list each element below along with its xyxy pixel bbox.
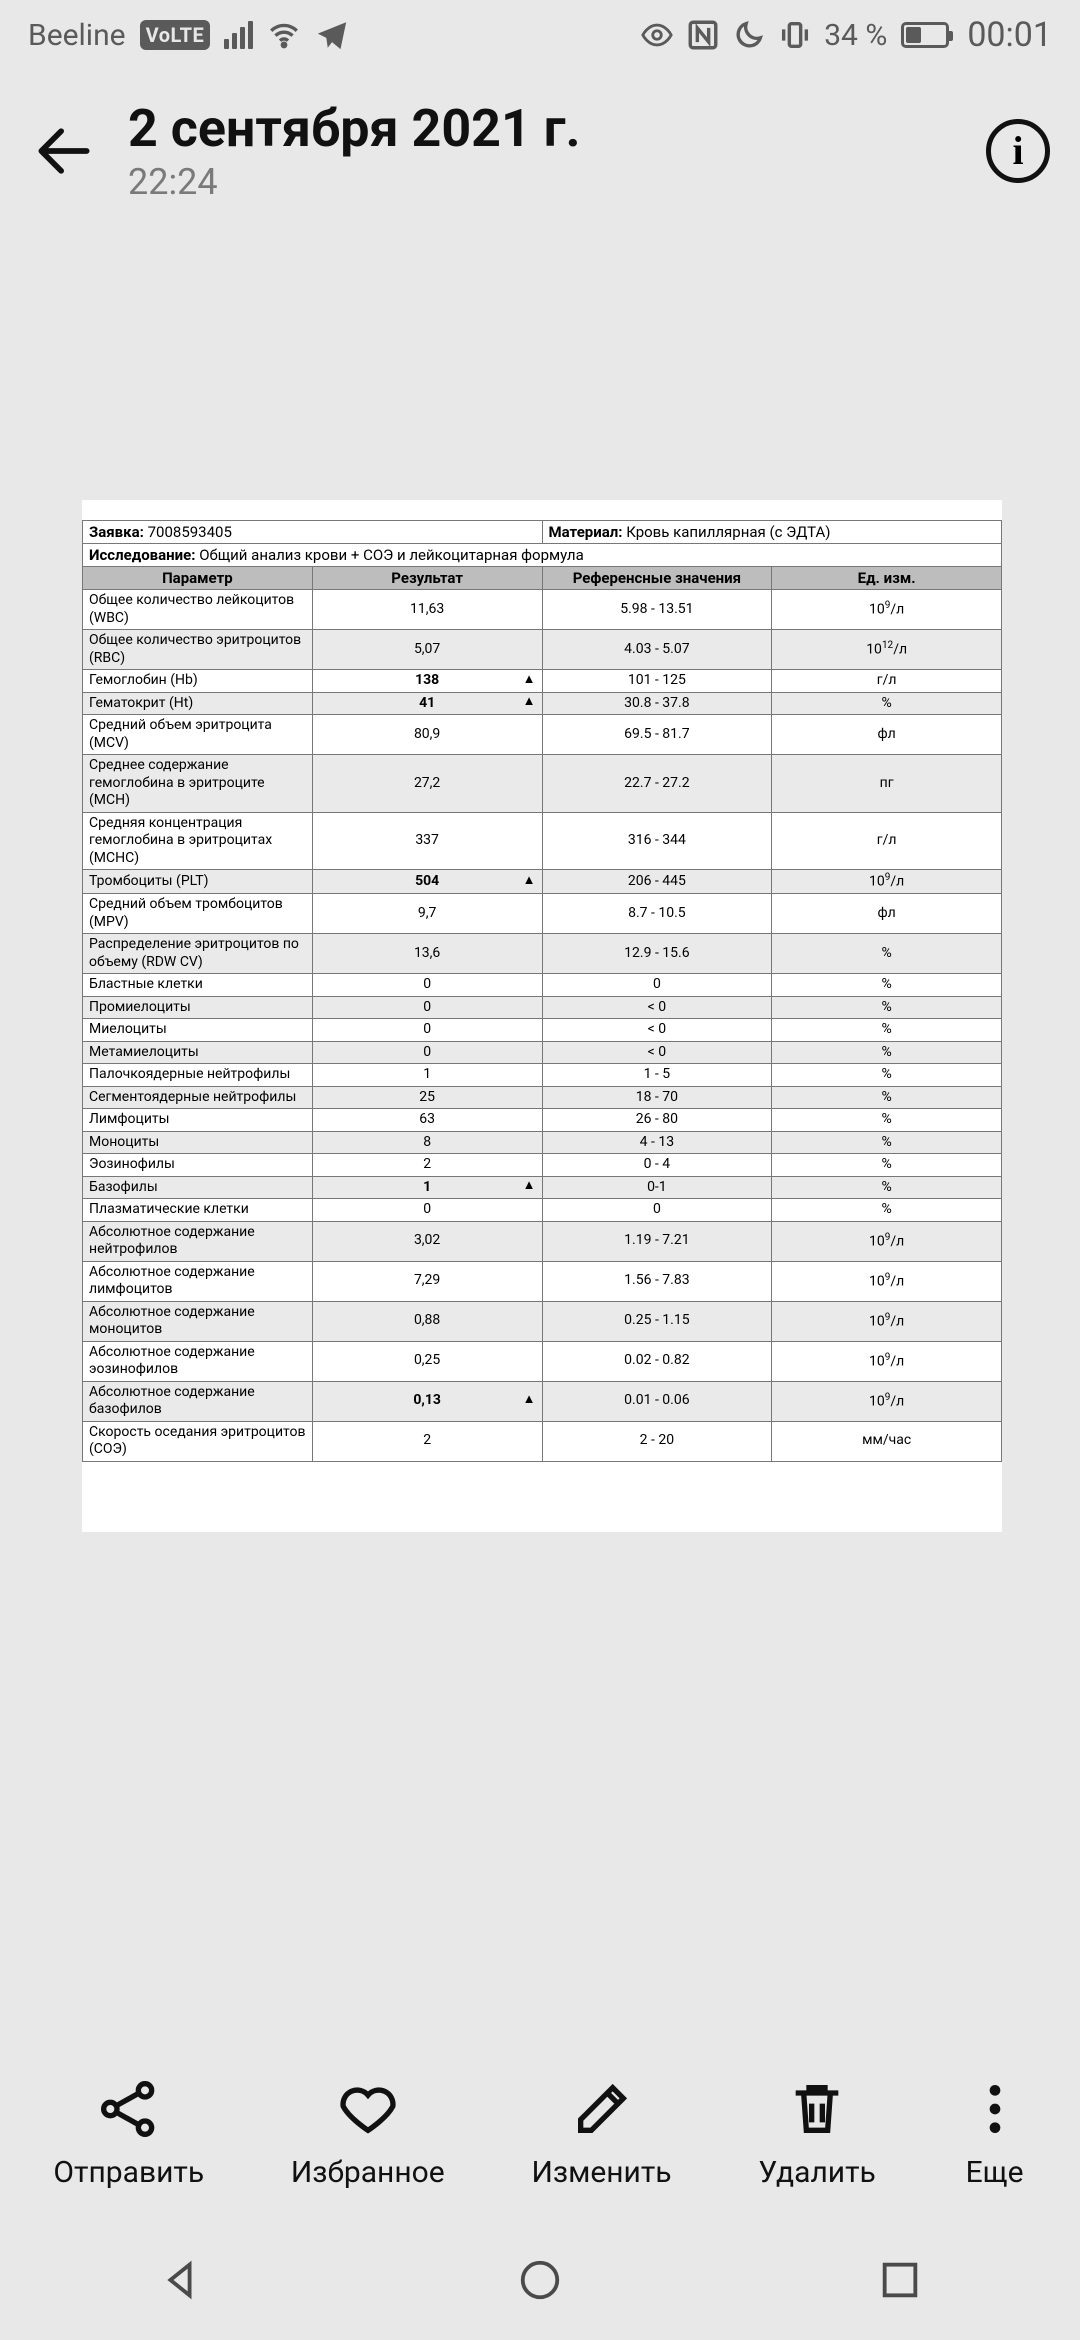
meta-row: Исследование: Общий анализ крови + СОЭ и… <box>83 544 1002 567</box>
more-icon <box>963 2077 1027 2141</box>
table-row: Метамиелоциты0< 0% <box>83 1041 1002 1064</box>
col-ref: Референсные значения <box>542 567 772 590</box>
system-nav <box>0 2220 1080 2340</box>
send-button[interactable]: Отправить <box>53 2077 204 2190</box>
telegram-icon <box>315 18 349 52</box>
table-row: Лимфоциты6326 - 80% <box>83 1109 1002 1132</box>
table-row: Тромбоциты (PLT)504▲206 - 445109/л <box>83 870 1002 894</box>
request-value: 7008593405 <box>148 523 232 541</box>
delete-button[interactable]: Удалить <box>758 2077 875 2190</box>
nfc-icon <box>686 18 720 52</box>
table-row: Абсолютное содержание моноцитов0,880.25 … <box>83 1301 1002 1341</box>
favorite-button[interactable]: Избранное <box>291 2077 445 2190</box>
nav-back-button[interactable] <box>157 2257 203 2303</box>
table-row: Абсолютное содержание нейтрофилов3,021.1… <box>83 1221 1002 1261</box>
table-row: Эозинофилы20 - 4% <box>83 1154 1002 1177</box>
battery-icon <box>901 22 949 48</box>
table-row: Абсолютное содержание лимфоцитов7,291.56… <box>83 1261 1002 1301</box>
wifi-icon <box>267 18 301 52</box>
table-row: Миелоциты0< 0% <box>83 1019 1002 1042</box>
table-row: Среднее содержание гемоглобина в эритроц… <box>83 755 1002 813</box>
page-subtitle: 22:24 <box>128 161 956 203</box>
table-row: Плазматические клетки00% <box>83 1199 1002 1222</box>
document-content[interactable]: Заявка: 7008593405 Материал: Кровь капил… <box>82 500 1002 1532</box>
col-result: Результат <box>312 567 542 590</box>
edit-label: Изменить <box>531 2155 671 2190</box>
table-row: Общее количество эритроцитов (RBC)5,074.… <box>83 630 1002 670</box>
table-row: Моноциты84 - 13% <box>83 1131 1002 1154</box>
signal-icon <box>224 21 253 49</box>
table-row: Средний объем эритроцита (MCV)80,969.5 -… <box>83 715 1002 755</box>
table-row: Бластные клетки00% <box>83 974 1002 997</box>
study-label: Исследование: <box>89 546 195 564</box>
status-bar: Beeline VoLTE 34 % 00:01 <box>0 0 1080 70</box>
pencil-icon <box>570 2077 634 2141</box>
col-param: Параметр <box>83 567 313 590</box>
table-row: Распределение эритроцитов по объему (RDW… <box>83 934 1002 974</box>
table-row: Общее количество лейкоцитов (WBC)11,635.… <box>83 590 1002 630</box>
table-row: Сегментоядерные нейтрофилы2518 - 70% <box>83 1086 1002 1109</box>
send-label: Отправить <box>53 2155 204 2190</box>
table-row: Абсолютное содержание эозинофилов0,250.0… <box>83 1341 1002 1381</box>
more-label: Еще <box>966 2155 1024 2190</box>
eye-icon <box>640 18 674 52</box>
table-row: Средняя концентрация гемоглобина в эритр… <box>83 812 1002 870</box>
table-row: Гемоглобин (Hb)138▲101 - 125г/л <box>83 670 1002 693</box>
bottom-toolbar: Отправить Избранное Изменить Удалить Еще <box>0 2057 1080 2220</box>
heart-icon <box>336 2077 400 2141</box>
table-row: Абсолютное содержание базофилов0,13▲0.01… <box>83 1381 1002 1421</box>
moon-icon <box>732 18 766 52</box>
table-row: Гематокрит (Ht)41▲30.8 - 37.8% <box>83 692 1002 715</box>
nav-home-button[interactable] <box>517 2257 563 2303</box>
back-button[interactable] <box>30 117 98 185</box>
edit-button[interactable]: Изменить <box>531 2077 671 2190</box>
request-label: Заявка: <box>89 523 144 541</box>
meta-row: Заявка: 7008593405 Материал: Кровь капил… <box>83 521 1002 544</box>
material-value: Кровь капиллярная (с ЭДТА) <box>626 523 830 541</box>
table-row: Промиелоциты0< 0% <box>83 996 1002 1019</box>
vibrate-icon <box>778 18 812 52</box>
page-title: 2 сентября 2021 г. <box>128 98 956 159</box>
col-unit: Ед. изм. <box>772 567 1002 590</box>
app-header: 2 сентября 2021 г. 22:24 i <box>0 70 1080 213</box>
delete-label: Удалить <box>758 2155 875 2190</box>
table-row: Скорость оседания эритроцитов (СОЭ)22 - … <box>83 1421 1002 1461</box>
clock: 00:01 <box>967 15 1052 55</box>
volte-badge: VoLTE <box>140 20 211 50</box>
more-button[interactable]: Еще <box>963 2077 1027 2190</box>
nav-recent-button[interactable] <box>877 2257 923 2303</box>
info-button[interactable]: i <box>986 119 1050 183</box>
table-row: Палочкоядерные нейтрофилы11 - 5% <box>83 1064 1002 1087</box>
material-label: Материал: <box>549 523 623 541</box>
table-header: Параметр Результат Референсные значения … <box>83 567 1002 590</box>
favorite-label: Избранное <box>291 2155 445 2190</box>
carrier-label: Beeline <box>28 18 126 53</box>
table-row: Базофилы1▲0-1% <box>83 1176 1002 1199</box>
table-row: Средний объем тромбоцитов (MPV)9,78.7 - … <box>83 894 1002 934</box>
share-icon <box>97 2077 161 2141</box>
battery-percent: 34 % <box>824 18 887 53</box>
trash-icon <box>785 2077 849 2141</box>
study-value: Общий анализ крови + СОЭ и лейкоцитарная… <box>199 546 584 564</box>
